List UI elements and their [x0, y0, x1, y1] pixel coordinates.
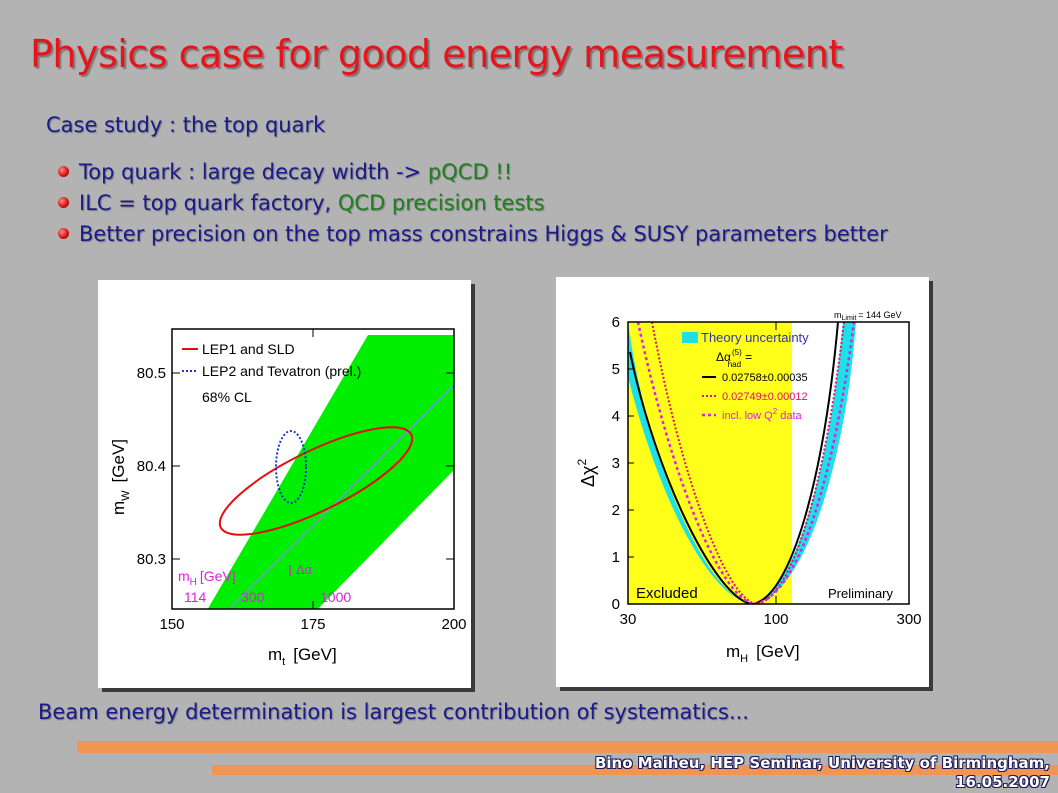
- bullet-item: Better precision on the top mass constra…: [58, 219, 888, 250]
- bullet-list: Top quark : large decay width -> pQCD !!…: [58, 157, 888, 250]
- xtick-label: 300: [896, 611, 921, 628]
- ytick-label: 5: [612, 361, 620, 378]
- bullet-dot-icon: [58, 227, 69, 239]
- bullet-highlight: pQCD !!: [427, 160, 513, 184]
- accent-bar: [212, 765, 1058, 775]
- legend-label: 0.02749±0.00012: [722, 391, 808, 403]
- mw-mt-plot: 80.5 80.4 80.3 150 175 200 LEP1 and SLD …: [98, 280, 471, 688]
- ytick-label: 0: [612, 596, 620, 613]
- bullet-highlight: QCD precision tests: [337, 191, 545, 215]
- ytick-label: 80.4: [137, 458, 166, 475]
- legend-label: LEP1 and SLD: [202, 341, 295, 357]
- footer-line: 16.05.2007: [955, 773, 1050, 791]
- xtick-label: 30: [620, 611, 637, 628]
- ytick-label: 80.5: [137, 365, 166, 382]
- mh-value: 1000: [320, 589, 351, 605]
- ytick-label: 3: [612, 455, 620, 472]
- ytick-label: 1: [612, 549, 620, 566]
- slide-subtitle: Case study : the top quark: [46, 113, 326, 137]
- ytick-label: 80.3: [137, 551, 166, 568]
- legend-label: incl. low Q2 data: [722, 407, 802, 422]
- bullet-dot-icon: [58, 165, 69, 177]
- legend-label: 0.02758±0.00035: [722, 372, 808, 384]
- bullet-item: Top quark : large decay width -> pQCD !!: [58, 157, 888, 188]
- bullet-text: Top quark : large decay width ->: [79, 160, 428, 184]
- x-axis-label: mH [GeV]: [726, 642, 800, 665]
- chi2-curve-lowq: [636, 322, 856, 604]
- excluded-label: Excluded: [636, 585, 698, 602]
- cl-label: 68% CL: [202, 389, 252, 405]
- bullet-item: ILC = top quark factory, QCD precision t…: [58, 188, 888, 219]
- ytick-label: 4: [612, 408, 620, 425]
- ytick-label: 2: [612, 502, 620, 519]
- excluded-region: [628, 322, 792, 604]
- bullet-text: ILC = top quark factory,: [79, 191, 338, 215]
- bottom-statement: Beam energy determination is largest con…: [38, 700, 749, 724]
- xtick-label: 175: [300, 616, 325, 633]
- xtick-label: 100: [763, 611, 788, 628]
- y-axis-label: mW[GeV]: [109, 439, 132, 515]
- footer-line: Bino Maiheu, HEP Seminar, University of …: [594, 754, 1050, 772]
- legend-label: Theory uncertainty: [701, 330, 809, 345]
- lep1-sld-contour: [218, 426, 414, 536]
- mh-value: 114: [184, 589, 207, 605]
- slide-title: Physics case for good energy measurement: [30, 32, 843, 76]
- dalpha-label: Δα(5) had=: [716, 348, 752, 369]
- ytick-label: 6: [612, 314, 620, 331]
- mh-label: mH [GeV]: [178, 568, 236, 588]
- mh-value: 300: [241, 589, 265, 605]
- mh-band: [207, 335, 454, 609]
- chi2-curve-dotted: [651, 322, 845, 604]
- bullet-dot-icon: [58, 196, 69, 208]
- accent-bar: [77, 741, 1058, 753]
- slide-footer: Bino Maiheu, HEP Seminar, University of …: [490, 754, 1050, 792]
- preliminary-label: Preliminary: [828, 586, 894, 601]
- legend-label: LEP2 and Tevatron (prel.): [202, 363, 361, 379]
- lep2-tevatron-contour: [275, 430, 307, 504]
- bullet-text: Better precision on the top mass constra…: [79, 222, 888, 246]
- mlimit-label: mLimit = 144 GeV: [834, 310, 902, 322]
- delta-alpha-label: Δα: [296, 562, 313, 577]
- chi2-curve-solid: [629, 322, 839, 604]
- xtick-label: 150: [159, 616, 184, 633]
- chi2-mh-plot: 0 1 2 3 4 5 6 30 100 300 mLimit = 144 GeV…: [556, 277, 929, 687]
- y-axis-label: Δχ2: [575, 459, 598, 487]
- xtick-label: 200: [441, 616, 466, 633]
- x-axis-label: mt [GeV]: [268, 645, 337, 668]
